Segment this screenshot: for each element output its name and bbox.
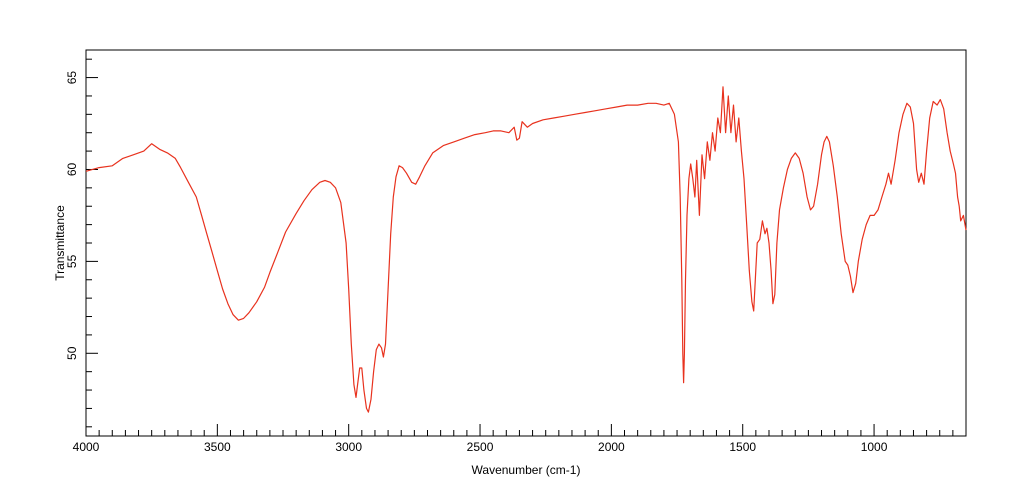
plot-area (85, 49, 967, 437)
y-tick-labels: 50 55 60 65 (65, 71, 79, 360)
y-axis-label: Transmittance (53, 205, 67, 281)
x-tick-label: 4000 (73, 440, 100, 454)
x-tick-label: 3000 (335, 440, 362, 454)
x-tick-labels: 4000 3500 3000 2500 2000 1500 1000 (73, 440, 888, 454)
x-minor-ticks (98, 430, 967, 436)
x-tick-label: 2000 (598, 440, 625, 454)
y-tick-label: 60 (65, 162, 79, 176)
x-tick-label: 2500 (467, 440, 494, 454)
x-tick-label: 1500 (729, 440, 756, 454)
x-tick-label: 3500 (204, 440, 231, 454)
y-tick-label: 55 (65, 254, 79, 268)
transmittance-series-line (85, 86, 967, 413)
y-tick-label: 50 (65, 346, 79, 360)
y-tick-label: 65 (65, 71, 79, 85)
y-minor-ticks (86, 58, 92, 428)
x-major-ticks (85, 424, 875, 436)
x-axis-label: Wavenumber (cm-1) (472, 463, 581, 477)
x-tick-label: 1000 (861, 440, 888, 454)
